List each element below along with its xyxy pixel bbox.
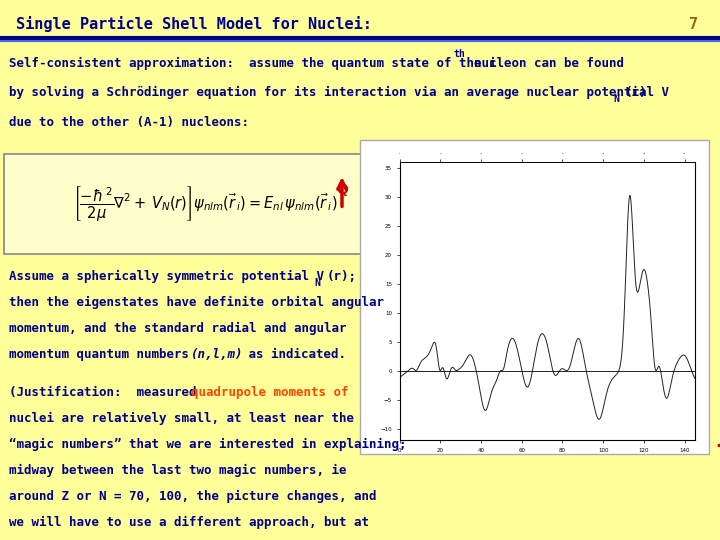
Text: as indicated.: as indicated. [241, 348, 346, 361]
Text: th: th [454, 49, 465, 59]
Text: (n,l,m): (n,l,m) [191, 348, 243, 361]
Text: N: N [315, 278, 320, 288]
Text: by solving a Schrödinger equation for its interaction via an average nuclear pot: by solving a Schrödinger equation for it… [9, 86, 669, 99]
Text: Self-consistent approximation:  assume the quantum state of the i: Self-consistent approximation: assume th… [9, 57, 496, 70]
Text: quadrupole moments of: quadrupole moments of [191, 386, 348, 399]
Text: Assume a spherically symmetric potential V: Assume a spherically symmetric potential… [9, 270, 324, 283]
Text: momentum, and the standard radial and angular: momentum, and the standard radial and an… [9, 322, 346, 335]
Text: “magic numbers” that we are interested in explaining;: “magic numbers” that we are interested i… [9, 438, 406, 451]
Text: around Z or N = 70, 100, the picture changes, and: around Z or N = 70, 100, the picture cha… [9, 490, 376, 503]
Text: momentum quantum numbers: momentum quantum numbers [9, 348, 196, 361]
Text: nuclei are relatively small, at least near the: nuclei are relatively small, at least ne… [9, 412, 354, 425]
Text: Single Particle Shell Model for Nuclei:: Single Particle Shell Model for Nuclei: [16, 16, 372, 32]
Text: (Justification:  measured: (Justification: measured [9, 386, 204, 399]
Text: N: N [613, 94, 619, 105]
Text: then the eigenstates have definite orbital angular: then the eigenstates have definite orbit… [9, 296, 384, 309]
FancyBboxPatch shape [360, 140, 709, 454]
Text: (r): (r) [625, 86, 647, 99]
Text: Q: Q [336, 184, 348, 198]
Text: 7: 7 [689, 17, 698, 32]
Text: $\left[\dfrac{-\hbar^{\,2}}{2\mu}\nabla^2 + \,V_N(r)\right]\psi_{nlm}(\vec{r}_{\: $\left[\dfrac{-\hbar^{\,2}}{2\mu}\nabla^… [73, 184, 338, 224]
Text: we will have to use a different approach, but at: we will have to use a different approach… [9, 516, 369, 529]
FancyBboxPatch shape [4, 154, 407, 254]
Text: nucleon can be found: nucleon can be found [474, 57, 624, 70]
Text: (r);: (r); [326, 270, 356, 283]
Text: due to the other (A-1) nucleons:: due to the other (A-1) nucleons: [9, 116, 248, 129]
Text: midway between the last two magic numbers, ie: midway between the last two magic number… [9, 464, 346, 477]
